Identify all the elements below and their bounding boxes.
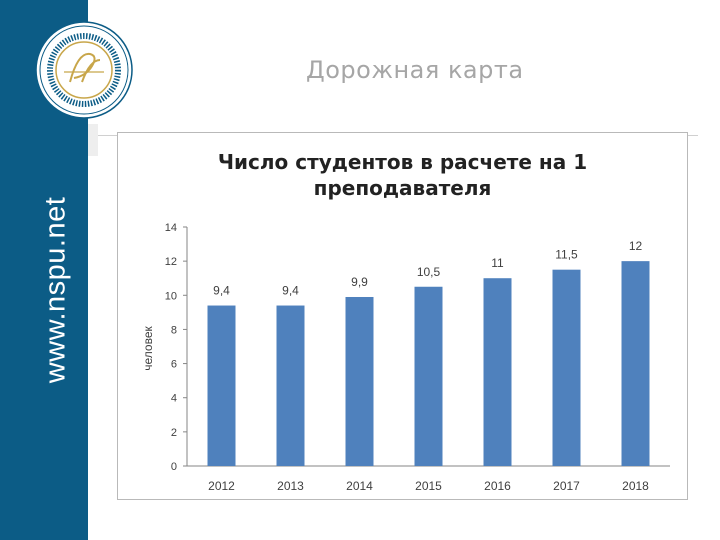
- data-label: 9,4: [282, 284, 299, 298]
- x-tick-label: 2016: [484, 479, 511, 493]
- x-tick-label: 2017: [553, 479, 580, 493]
- bar-2014: [345, 296, 374, 466]
- bar-2017: [552, 269, 581, 466]
- y-tick-label: 0: [171, 461, 177, 473]
- y-tick-label: 4: [171, 393, 177, 405]
- university-logo-icon: [35, 21, 133, 119]
- x-tick-label: 2015: [415, 479, 442, 493]
- bar-2013: [276, 305, 305, 466]
- y-axis-label: человек: [141, 326, 155, 371]
- data-label: 9,9: [351, 275, 368, 289]
- y-tick-label: 14: [165, 222, 177, 234]
- y-tick-label: 12: [165, 256, 177, 268]
- chart-title-line-1: Число студентов в расчете на 1: [217, 150, 588, 174]
- x-tick-label: 2014: [346, 479, 373, 493]
- y-tick-label: 6: [171, 359, 177, 371]
- x-tick-label: 2013: [277, 479, 304, 493]
- data-label: 11,5: [555, 248, 578, 262]
- bar-2016: [483, 278, 512, 466]
- bar-2018: [621, 261, 650, 466]
- chart-title-line-2: преподавателя: [313, 176, 492, 200]
- x-tick-label: 2012: [208, 479, 235, 493]
- data-label: 11: [491, 256, 504, 270]
- chart-title: Число студентов в расчете на 1 преподава…: [117, 149, 688, 201]
- data-label: 9,4: [213, 284, 230, 298]
- slide-title: Дорожная карта: [306, 56, 524, 84]
- y-tick-label: 10: [165, 290, 177, 302]
- bar-2015: [414, 286, 443, 466]
- bar-2012: [207, 305, 236, 466]
- y-tick-label: 8: [171, 324, 177, 336]
- data-label: 12: [629, 239, 643, 253]
- x-tick-label: 2018: [622, 479, 649, 493]
- decorative-bracket: [88, 124, 98, 156]
- data-label: 10,5: [417, 265, 441, 279]
- y-tick-label: 2: [171, 427, 177, 439]
